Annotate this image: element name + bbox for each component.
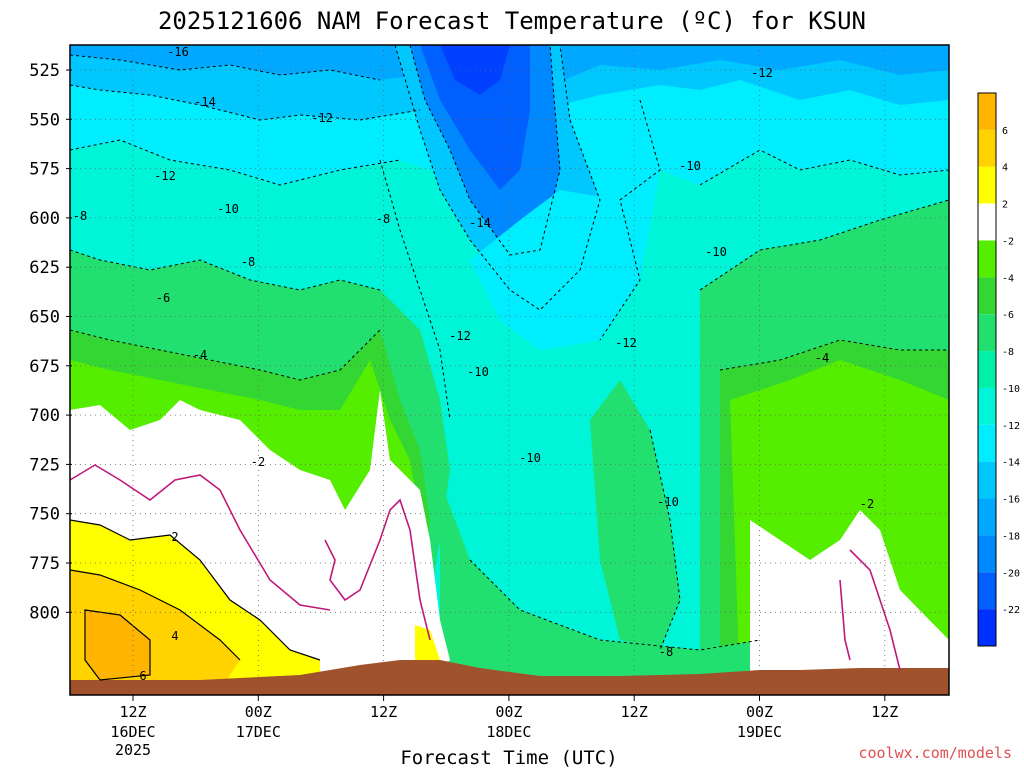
x-tick-time: 12Z xyxy=(119,703,146,721)
colorbar-swatch xyxy=(978,240,996,278)
contour-label: -12 xyxy=(154,169,176,183)
colorbar-frame xyxy=(977,92,997,647)
colorbar-swatch xyxy=(978,314,996,352)
contour-label: -12 xyxy=(615,336,637,350)
colorbar-swatch xyxy=(978,535,996,573)
grid xyxy=(70,45,949,695)
colorbar-swatch xyxy=(978,461,996,499)
y-tick-label: 675 xyxy=(29,357,60,377)
y-tick-label: 550 xyxy=(29,110,60,130)
contour-label: -16 xyxy=(167,45,189,59)
contour-fill xyxy=(70,45,949,695)
contour-label: -8 xyxy=(376,212,390,226)
colorbar-swatch xyxy=(978,498,996,536)
colorbar-label: -14 xyxy=(1002,458,1020,469)
colorbar-label: 2 xyxy=(1002,200,1008,211)
plot-frame xyxy=(69,44,950,696)
y-tick-label: 600 xyxy=(29,209,60,229)
x-tick-date: 19DEC xyxy=(737,723,782,741)
x-tick-date: 18DEC xyxy=(486,723,531,741)
contour-label: 2 xyxy=(171,530,178,544)
y-tick-label: 700 xyxy=(29,406,60,426)
contour-label: -8 xyxy=(659,645,673,659)
contour-label: -10 xyxy=(657,495,679,509)
contour-label: -14 xyxy=(469,216,491,230)
warm-contours xyxy=(70,519,321,681)
colorbar-label: -16 xyxy=(1002,495,1020,506)
colorbar: 6 4 2 -2 -4 -6 -8 -10 -12 -14 -16 -18 -20 -22 xyxy=(977,92,1020,647)
contour-label: -12 xyxy=(311,111,333,125)
x-tick-time: 12Z xyxy=(370,703,397,721)
y-axis: 525 550 575 600 625 650 675 700 725 750 775 800 xyxy=(29,61,72,623)
contour-label: -2 xyxy=(860,497,874,511)
contour-label: -2 xyxy=(251,455,265,469)
contour-labels: -16 -14 -12 -12 -12 -10 -10 -8 -8 -8 -6 -4 -4 -2 -2 2 4 6… xyxy=(73,45,874,683)
contour-label: -8 xyxy=(73,209,87,223)
contour-label: -8 xyxy=(241,255,255,269)
y-tick-label: 525 xyxy=(29,61,60,81)
colorbar-label: 4 xyxy=(1002,163,1008,174)
contour-label: -4 xyxy=(815,351,829,365)
colorbar-label: -20 xyxy=(1002,568,1020,579)
colorbar-swatch xyxy=(978,203,996,241)
contour-label: -14 xyxy=(194,95,216,109)
chart-title: 2025121606 NAM Forecast Temperature (ºC)… xyxy=(158,7,866,35)
contour-label: -10 xyxy=(467,365,489,379)
colorbar-swatch xyxy=(978,387,996,425)
x-tick-time: 12Z xyxy=(871,703,898,721)
colorbar-label: -8 xyxy=(1002,347,1014,358)
y-tick-label: 575 xyxy=(29,160,60,180)
colorbar-label: 6 xyxy=(1002,126,1008,137)
contour-label: -12 xyxy=(449,329,471,343)
colorbar-label: -18 xyxy=(1002,531,1020,542)
contour-label: -10 xyxy=(519,451,541,465)
colorbar-swatch xyxy=(978,351,996,388)
contour-label: -12 xyxy=(751,66,773,80)
colorbar-label: -10 xyxy=(1002,384,1020,395)
colorbar-swatch xyxy=(978,129,996,167)
colorbar-label: -12 xyxy=(1002,421,1020,432)
contour-label: -4 xyxy=(193,348,207,362)
x-tick-date: 16DEC xyxy=(110,723,155,741)
x-axis-label: Forecast Time (UTC) xyxy=(400,747,617,768)
freezing-line xyxy=(70,464,901,671)
terrain xyxy=(70,660,949,695)
x-tick-time: 00Z xyxy=(746,703,773,721)
contour-label: 4 xyxy=(171,629,178,643)
x-tick-date: 17DEC xyxy=(236,723,281,741)
colorbar-label: -6 xyxy=(1002,310,1014,321)
colorbar-swatch xyxy=(978,572,996,610)
x-tick-time: 00Z xyxy=(495,703,522,721)
x-tick-year: 2025 xyxy=(115,741,151,759)
contour-label: -10 xyxy=(705,245,727,259)
colorbar-swatch xyxy=(978,166,996,204)
contour-label: -6 xyxy=(156,291,170,305)
colorbar-label: -4 xyxy=(1002,273,1014,284)
contour-label: 6 xyxy=(139,669,146,683)
credit-link[interactable]: coolwx.com/models xyxy=(858,744,1012,762)
colorbar-swatch xyxy=(978,277,996,315)
y-tick-label: 800 xyxy=(29,603,60,623)
y-tick-label: 650 xyxy=(29,308,60,328)
y-tick-label: 725 xyxy=(29,455,60,475)
x-tick-time: 12Z xyxy=(621,703,648,721)
colorbar-label: -22 xyxy=(1002,605,1020,616)
contour-label: -10 xyxy=(679,159,701,173)
colorbar-label: -2 xyxy=(1002,236,1014,247)
contour-label: -10 xyxy=(217,202,239,216)
y-tick-label: 775 xyxy=(29,554,60,574)
colorbar-swatch xyxy=(978,93,996,130)
x-tick-time: 00Z xyxy=(245,703,272,721)
colorbar-swatch xyxy=(978,424,996,462)
colorbar-swatch xyxy=(978,609,996,646)
y-tick-label: 750 xyxy=(29,505,60,525)
y-tick-label: 625 xyxy=(29,258,60,278)
